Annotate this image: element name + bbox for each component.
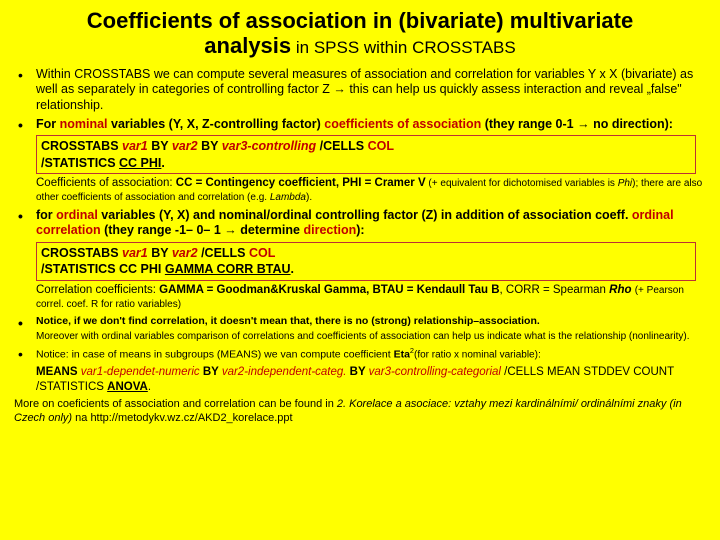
sub-note-2: Correlation coefficients: GAMMA = Goodma…	[14, 283, 706, 312]
footer-note: More on coeficients of association and c…	[14, 398, 706, 426]
title-line2a: analysis	[204, 33, 291, 58]
title-line1: Coefficients of association in (bivariat…	[87, 8, 633, 33]
syntax-box-2: CROSSTABS var1 BY var2 /CELLS COL /STATI…	[36, 242, 696, 281]
bullet-list: Within CROSSTABS we can compute several …	[14, 67, 706, 133]
slide-title: Coefficients of association in (bivariat…	[14, 8, 706, 59]
bullet-2: For nominal variables (Y, X, Z-controlli…	[14, 117, 706, 133]
bullet-list-3: Notice, if we don't find correlation, it…	[14, 315, 706, 328]
sub-note-4: MEANS var1-dependet-numeric BY var2-inde…	[14, 365, 706, 394]
bullet-5: Notice: in case of means in subgroups (M…	[14, 346, 706, 362]
bullet-list-2: for ordinal variables (Y, X) and nominal…	[14, 208, 706, 239]
syntax-box-1: CROSSTABS var1 BY var2 BY var3-controlli…	[36, 135, 696, 174]
sub-note-3: Moreover with ordinal variables comparis…	[14, 331, 706, 344]
sub-note-1: Coefficients of association: CC = Contin…	[14, 176, 706, 205]
bullet-3: for ordinal variables (Y, X) and nominal…	[14, 208, 706, 239]
title-line2b: in SPSS within CROSSTABS	[291, 38, 516, 57]
bullet-4: Notice, if we don't find correlation, it…	[14, 315, 706, 328]
bullet-list-4: Notice: in case of means in subgroups (M…	[14, 346, 706, 362]
bullet-1: Within CROSSTABS we can compute several …	[14, 67, 706, 114]
